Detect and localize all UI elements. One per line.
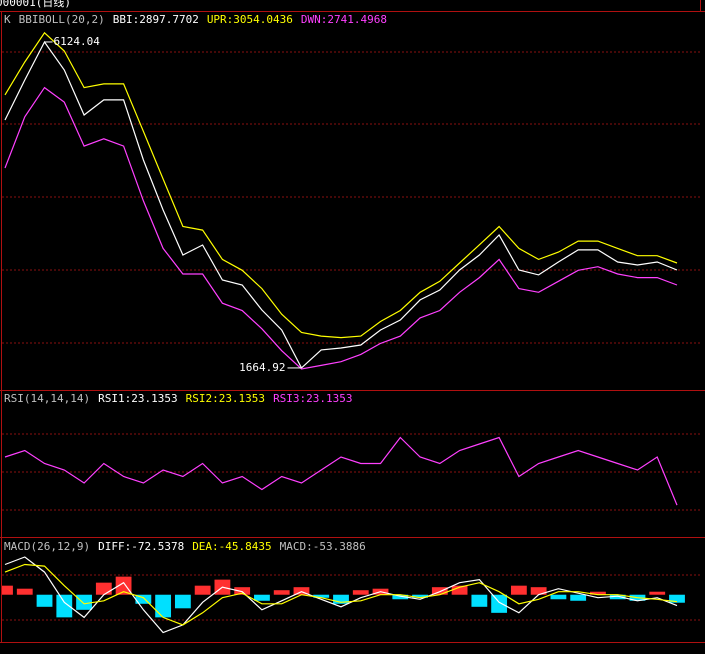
- macd-bar: [471, 594, 488, 607]
- indicator-label: MACD:-53.3886: [280, 540, 366, 553]
- macd-bar: [590, 591, 606, 595]
- macd-bar: [135, 594, 152, 604]
- macd-bar: [431, 587, 448, 595]
- macd-bar: [570, 594, 587, 601]
- macd-bar: [273, 590, 290, 595]
- indicator-label: UPR:3054.0436: [207, 13, 293, 26]
- macd-bar: [115, 576, 132, 595]
- indicator-label: RSI1:23.1353: [98, 392, 177, 405]
- macd-bar: [155, 594, 172, 618]
- indicator-label: DEA:-45.8435: [192, 540, 271, 553]
- macd-bar: [649, 591, 666, 595]
- macd-bar: [412, 594, 428, 598]
- indicator-label: MACD(26,12,9): [4, 540, 90, 553]
- macd-bar: [550, 594, 567, 600]
- macd-bar: [333, 594, 349, 604]
- plots: 6124.04 1664.92 K BBIBOLL(20,2) BBI:2897.770…: [2, 13, 685, 634]
- macd-bar: [194, 585, 211, 595]
- panel: [2, 556, 685, 634]
- indicator-label: BBI:2897.7702: [113, 13, 199, 26]
- grid: [2, 51, 700, 621]
- panel-header: RSI(14,14,14) RSI1:23.1353 RSI2:23.1353 RSI…: [4, 392, 353, 405]
- indicator-line: [4, 40, 678, 369]
- macd-bar: [174, 594, 191, 609]
- macd-bar: [2, 585, 13, 595]
- indicator-line: [4, 86, 678, 370]
- indicator-label: BBIBOLL(20,2): [19, 13, 105, 26]
- panel: [4, 436, 678, 506]
- annotation: 1664.92: [239, 361, 285, 374]
- annotation: 6124.04: [54, 35, 101, 48]
- macd-bar: [234, 587, 251, 595]
- macd-bar: [451, 585, 468, 595]
- macd-bar: [36, 594, 53, 607]
- panel-header: K BBIBOLL(20,2) BBI:2897.7702 UPR:3054.0436…: [4, 13, 387, 26]
- panel-header: MACD(26,12,9) DIFF:-72.5378 DEA:-45.8435 MA…: [4, 540, 366, 553]
- macd-bar: [392, 594, 409, 600]
- macd-bar: [16, 588, 33, 595]
- macd-bar: [530, 587, 547, 595]
- indicator-label: RSI3:23.1353: [273, 392, 352, 405]
- macd-bar: [76, 594, 92, 610]
- window-title: 000001(日线): [0, 0, 71, 9]
- indicator-label: RSI(14,14,14): [4, 392, 90, 405]
- macd-bar: [491, 594, 508, 613]
- macd-bar: [95, 582, 112, 595]
- macd-bar: [352, 590, 369, 595]
- indicator-label: DIFF:-72.5378: [98, 540, 184, 553]
- indicator-line: [4, 31, 678, 339]
- indicator-line: [4, 563, 678, 626]
- macd-bar: [510, 585, 527, 595]
- indicator-label: DWN:2741.4968: [301, 13, 387, 26]
- macd-bar: [254, 594, 270, 601]
- indicator-label: K: [4, 13, 11, 26]
- macd-bar: [669, 594, 685, 603]
- indicator-line: [4, 556, 678, 634]
- indicator-line: [4, 436, 678, 506]
- indicator-label: RSI2:23.1353: [186, 392, 265, 405]
- macd-bar: [56, 594, 73, 618]
- macd-bar: [313, 594, 330, 598]
- panel: 6124.04 1664.92: [4, 31, 678, 374]
- macd-bar: [609, 594, 626, 600]
- macd-bar: [293, 587, 310, 595]
